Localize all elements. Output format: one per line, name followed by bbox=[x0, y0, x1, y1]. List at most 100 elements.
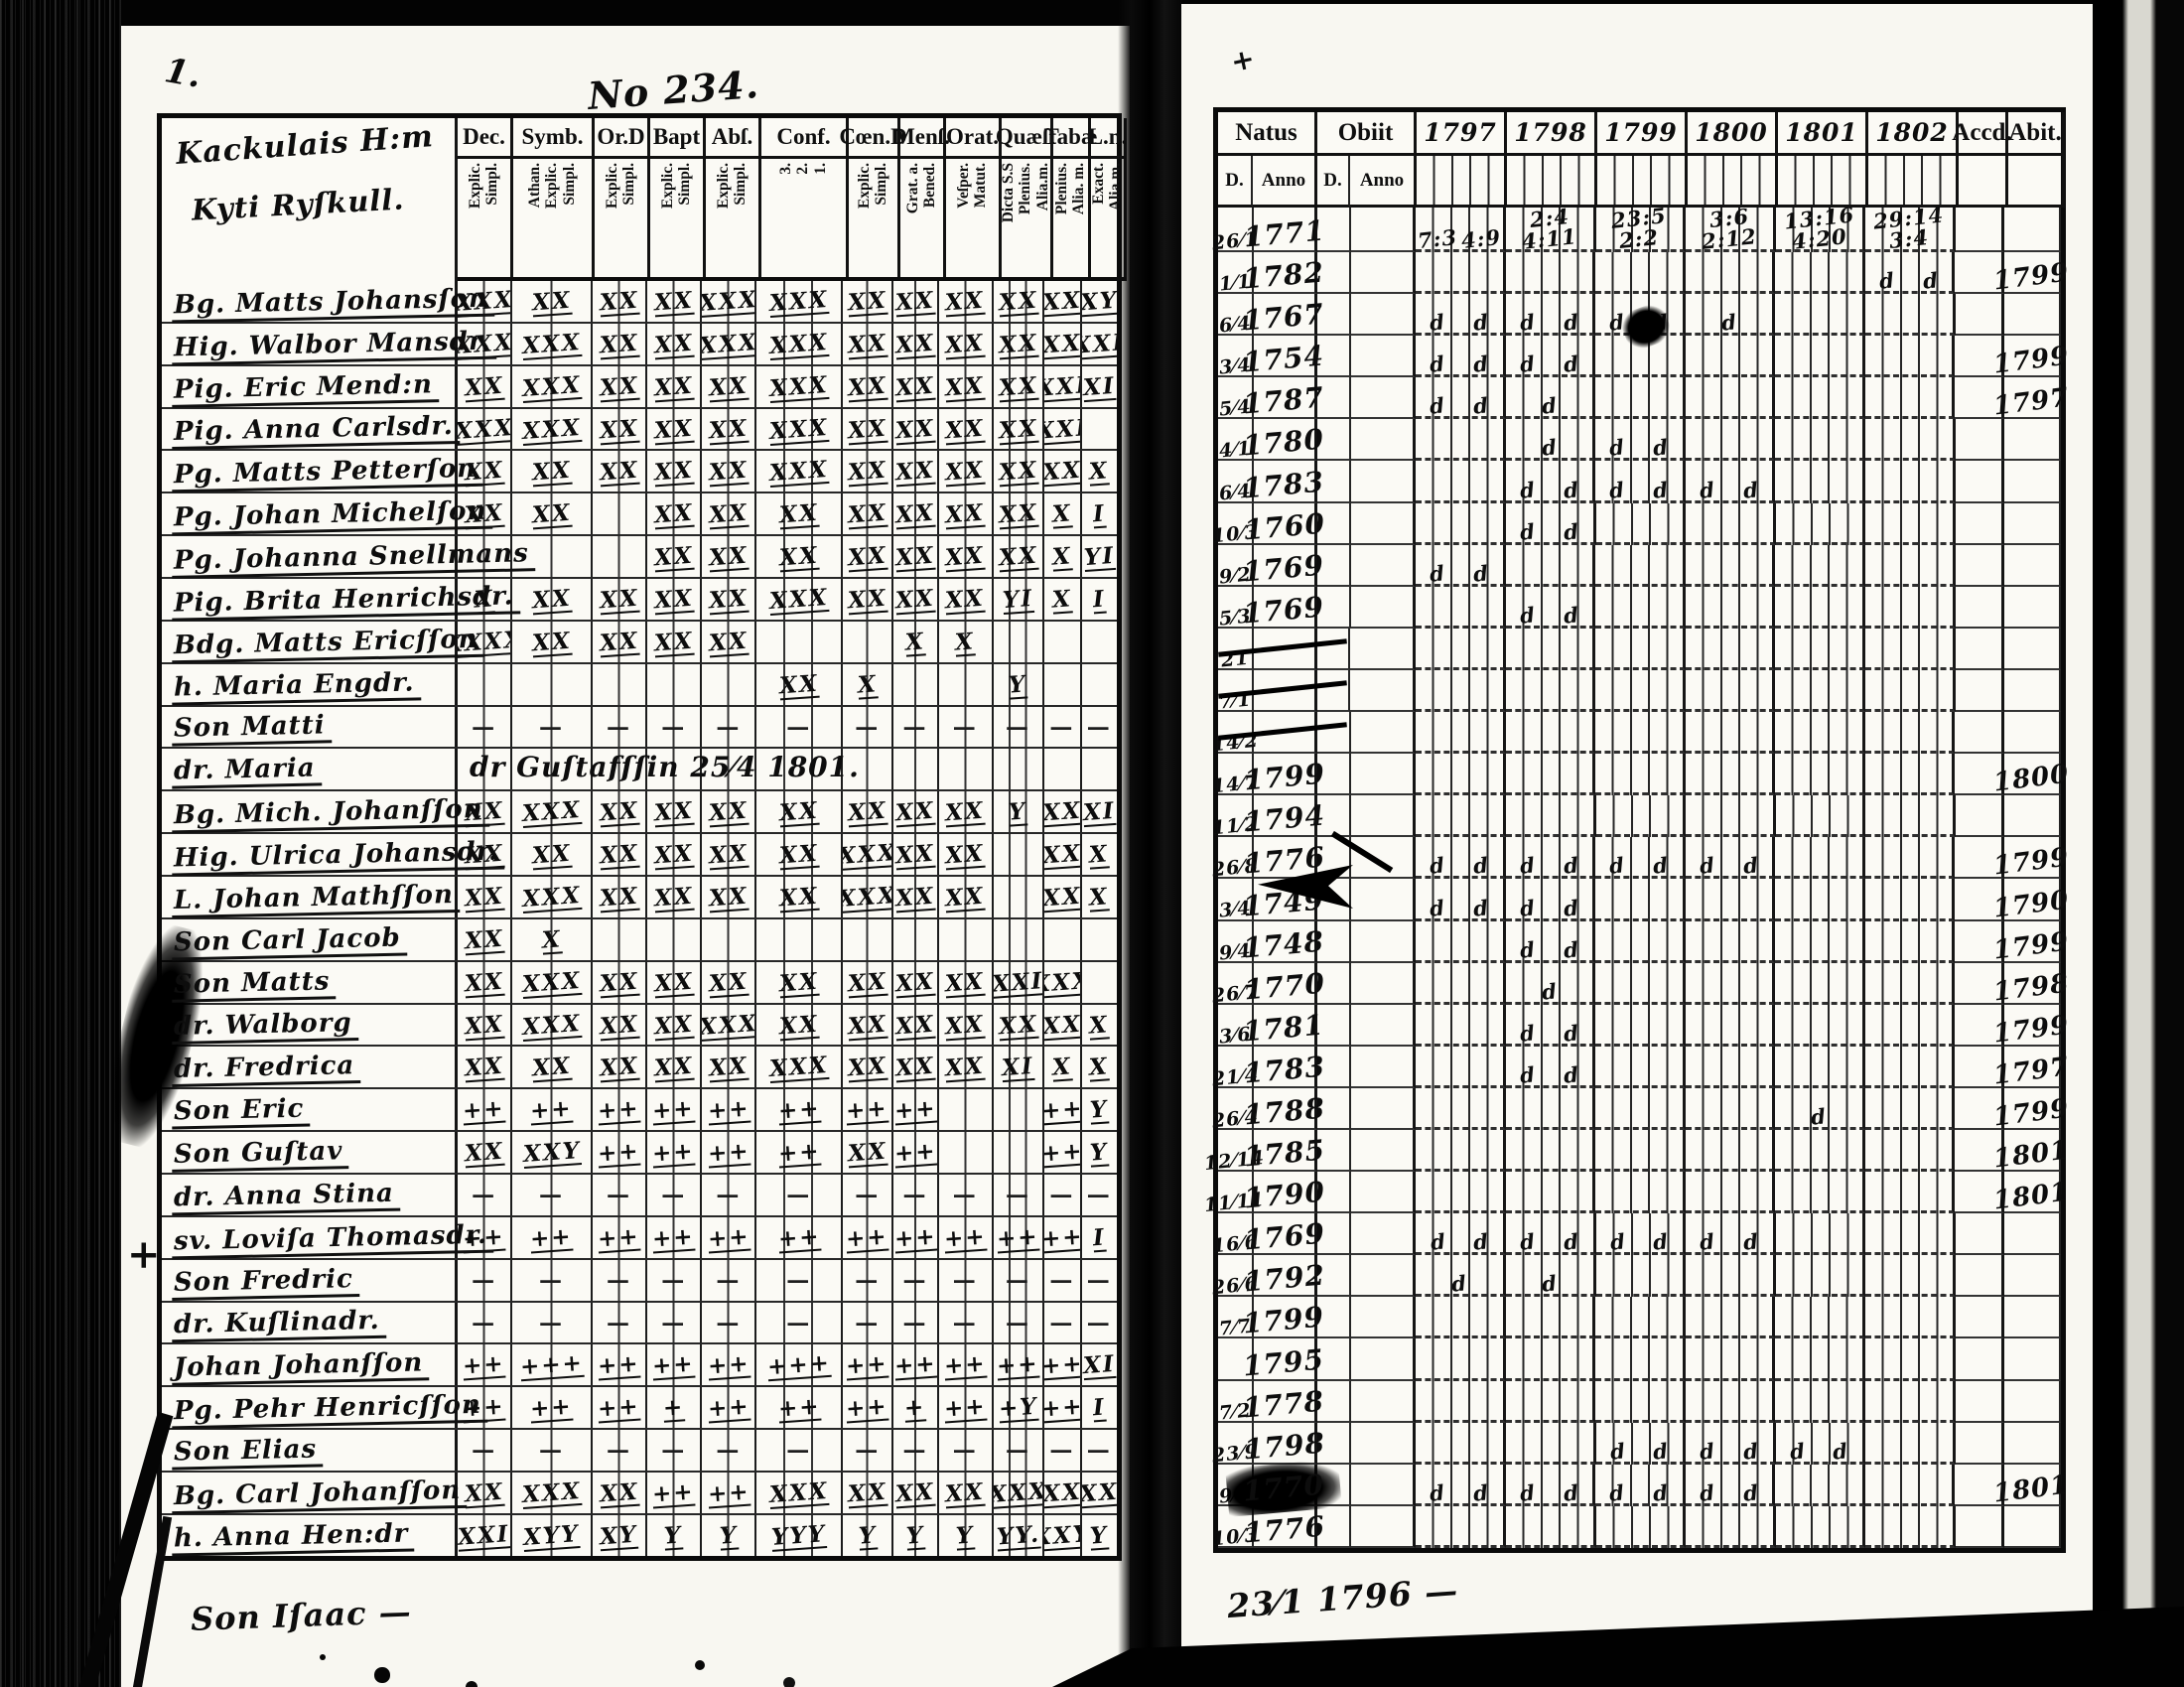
year-cell: 2:4 4:11 bbox=[1506, 204, 1596, 254]
accd-cell bbox=[1955, 712, 2005, 755]
communion-mark: d bbox=[1518, 351, 1537, 378]
attendance-marks: XXX bbox=[1044, 966, 1082, 998]
year-cell: d bbox=[1506, 1255, 1596, 1298]
year-cell bbox=[1505, 1338, 1596, 1381]
rotated-sublabel: Simpl. bbox=[873, 163, 889, 206]
year-cell bbox=[1864, 377, 1956, 420]
mark-cell: — bbox=[592, 1175, 648, 1215]
year-cell bbox=[1775, 294, 1865, 337]
header-sublabel: Anno bbox=[1252, 156, 1314, 208]
mark-cell: ++ bbox=[756, 1216, 844, 1258]
attendance-marks: XX bbox=[463, 967, 505, 998]
attendance-marks: ++ bbox=[706, 1094, 751, 1125]
header-group: Obiit D. Anno bbox=[1317, 112, 1417, 208]
attendance-marks: XXI bbox=[993, 966, 1045, 998]
mark-cell: XX bbox=[893, 877, 939, 917]
attendance-marks: XX bbox=[847, 1477, 888, 1508]
attendance-marks: XX bbox=[708, 584, 750, 615]
year-cell bbox=[1775, 1046, 1865, 1088]
person-name: Johan Johanſſon bbox=[171, 1348, 430, 1387]
empty-dash: — bbox=[1005, 1181, 1030, 1208]
attendance-marks: ++ bbox=[893, 1222, 938, 1253]
natus-year-value: 1754 bbox=[1242, 339, 1326, 379]
year-cell bbox=[1775, 1380, 1865, 1423]
natus-day: 16⁄6 bbox=[1211, 1213, 1259, 1258]
table-row: Son Matti — — — — — — — — — — — — bbox=[162, 706, 1117, 750]
accd-cell bbox=[1955, 754, 2004, 796]
village-title-cell: Kackulais H:m Kyti Ryſkull. bbox=[162, 118, 458, 281]
empty-dash: — bbox=[472, 1309, 497, 1336]
communion-mark: 3:4 bbox=[1887, 223, 1931, 254]
mark-cell: XX bbox=[938, 961, 994, 1003]
header-filler bbox=[1959, 156, 2005, 208]
column-sublabel: Athan. Explic. Simpl. bbox=[513, 159, 595, 277]
mark-cell: — bbox=[1082, 1175, 1117, 1215]
mark-cell: I bbox=[1082, 1387, 1117, 1428]
attendance-marks: XXX bbox=[520, 1009, 583, 1041]
communion-mark: d bbox=[1518, 1228, 1537, 1256]
attendance-marks: XX bbox=[894, 882, 936, 913]
communion-mark: d bbox=[1471, 392, 1490, 420]
attendance-marks: XX bbox=[652, 839, 695, 870]
mark-cell: ++ bbox=[756, 1089, 844, 1131]
natus-year: 1769 bbox=[1242, 586, 1326, 630]
accd-cell bbox=[1955, 795, 2005, 838]
natus-year: 1776 bbox=[1242, 1505, 1326, 1549]
mark-cell: — bbox=[1044, 1175, 1082, 1215]
mark-cell bbox=[756, 749, 844, 790]
mark-cell: XX bbox=[512, 579, 593, 620]
year-cell bbox=[1505, 252, 1596, 295]
mark-cell bbox=[1044, 621, 1082, 662]
table-row: 3⁄4 1754 d d d d 1799 bbox=[1218, 336, 2071, 380]
mark-cell bbox=[592, 749, 648, 790]
mark-cell: — bbox=[592, 706, 648, 748]
obiit-day bbox=[1316, 1380, 1351, 1423]
mark-cell: XX bbox=[512, 451, 593, 492]
mark-cell: — bbox=[938, 706, 994, 748]
accd-cell bbox=[1955, 1129, 2004, 1173]
attendance-marks: Y bbox=[1089, 1095, 1110, 1124]
year-cell bbox=[1685, 544, 1776, 587]
mark-cell: — bbox=[1044, 1430, 1082, 1472]
person-name: Pg. Pehr Henricſſon bbox=[171, 1390, 488, 1430]
header-label: Obiit bbox=[1317, 112, 1414, 156]
mark-cell: X bbox=[1082, 1005, 1117, 1046]
mark-cell: XXX bbox=[756, 1047, 844, 1088]
natus-year bbox=[1253, 628, 1317, 670]
communion-mark: d bbox=[1652, 1437, 1671, 1465]
attendance-marks: XX bbox=[463, 1137, 505, 1168]
mark-cell bbox=[1082, 664, 1117, 705]
abit-cell bbox=[2004, 628, 2062, 670]
accd-cell bbox=[1955, 1338, 2005, 1381]
year-cell bbox=[1864, 1464, 1956, 1506]
table-row: dr. Kuſlinadr. — — — — — — — — — — — — bbox=[162, 1302, 1117, 1345]
attendance-marks: XX bbox=[997, 414, 1039, 444]
mark-cell: — bbox=[1082, 1260, 1117, 1301]
communion-mark: d bbox=[1471, 559, 1491, 587]
empty-dash: — bbox=[952, 1309, 978, 1336]
year-cell bbox=[1685, 754, 1776, 796]
person-name: h. Maria Engdr. bbox=[171, 667, 421, 706]
attendance-marks: XX bbox=[944, 498, 987, 529]
mark-cell: ++ bbox=[702, 1089, 757, 1131]
mark-cell bbox=[993, 918, 1045, 960]
year-cell bbox=[1775, 419, 1865, 462]
year-cell bbox=[1595, 1172, 1686, 1214]
mark-cell: ++ bbox=[938, 1216, 994, 1258]
obiit-day bbox=[1316, 669, 1351, 713]
mark-cell: Y bbox=[702, 1514, 757, 1556]
year-cell bbox=[1416, 628, 1506, 670]
mark-cell: ++ bbox=[843, 1387, 894, 1429]
communion-mark: d bbox=[1429, 852, 1447, 880]
natus-year: 1795 bbox=[1242, 1338, 1326, 1382]
mark-cell: XXX bbox=[993, 1473, 1045, 1513]
year-cell: d bbox=[1416, 1255, 1506, 1298]
mark-cell: XX bbox=[702, 621, 757, 662]
year-cell bbox=[1595, 1380, 1686, 1423]
mark-cell: XXX bbox=[843, 877, 894, 917]
year-cell bbox=[1416, 1004, 1506, 1047]
